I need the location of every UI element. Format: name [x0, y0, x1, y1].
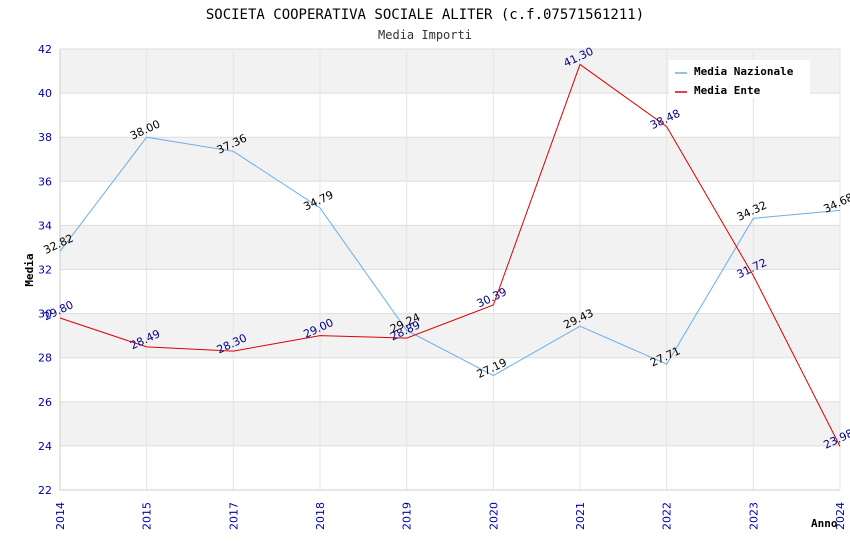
x-tick-label: 2018: [314, 502, 327, 530]
y-tick-label: 32: [38, 264, 52, 277]
legend-label-media-ente: Media Ente: [694, 84, 761, 97]
y-tick-label: 38: [38, 131, 52, 144]
y-tick-label: 24: [38, 440, 52, 453]
x-tick-label: 2021: [574, 502, 587, 530]
grid-bands: [60, 49, 840, 446]
legend-box: [669, 60, 810, 98]
x-tick-label: 2019: [401, 502, 414, 530]
y-tick-label: 22: [38, 484, 52, 497]
x-tick-label: 2017: [227, 502, 240, 530]
x-tick-label: 2020: [487, 502, 500, 530]
y-tick-label: 30: [38, 308, 52, 321]
chart-subtitle: Media Importi: [378, 28, 472, 42]
legend: Media Nazionale Media Ente: [669, 60, 810, 98]
x-tick-label: 2023: [747, 502, 760, 530]
data-label: 34.79: [301, 188, 335, 213]
x-tick-label: 2024: [834, 502, 847, 530]
y-tick-label: 34: [38, 219, 52, 232]
y-axis-ticks: 22 24 26 28 30 32 34 36 38 40 42: [38, 43, 52, 497]
y-tick-label: 26: [38, 396, 52, 409]
series-line-media-ente: [59, 63, 841, 447]
chart-title: SOCIETA COOPERATIVA SOCIALE ALITER (c.f.…: [206, 7, 644, 23]
data-label: 30.39: [475, 285, 509, 310]
x-tick-label: 2022: [661, 502, 674, 530]
gridlines: [59, 48, 841, 491]
axes: [59, 49, 840, 491]
grid-band: [60, 401, 840, 446]
x-axis-ticks: 2014 2015 2017 2018 2019 2020 2021 2022 2023 2024: [54, 502, 847, 530]
y-tick-label: 36: [38, 175, 52, 188]
y-tick-label: 40: [38, 87, 52, 100]
x-tick-label: 2015: [141, 502, 154, 530]
x-axis-label: Anno: [811, 517, 838, 530]
x-tick-label: 2014: [54, 502, 67, 530]
y-tick-label: 42: [38, 43, 52, 56]
grid-band: [60, 225, 840, 270]
series-line-media-nazionale: [59, 136, 841, 377]
series-lines: [59, 63, 841, 447]
data-label: 27.19: [475, 356, 509, 381]
y-tick-label: 28: [38, 352, 52, 365]
y-axis-label: Media: [23, 253, 36, 286]
legend-label-media-nazionale: Media Nazionale: [694, 65, 794, 78]
data-label: 38.48: [648, 107, 682, 132]
grid-band: [60, 137, 840, 182]
data-label: 34.68: [821, 191, 850, 216]
grid-band: [60, 313, 840, 358]
